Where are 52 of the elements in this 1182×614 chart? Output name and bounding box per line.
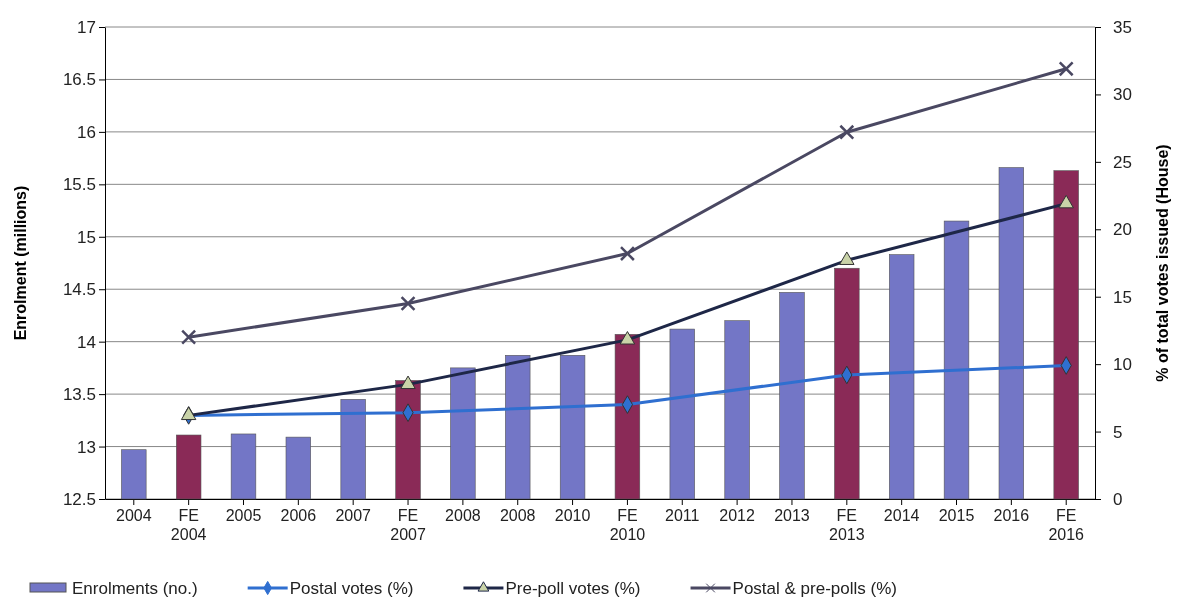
y-tick-label: 13.5: [62, 385, 96, 405]
x-tick-label: FE 2016: [1048, 507, 1085, 543]
point: [400, 375, 416, 390]
y2-tick-label: 35: [1113, 17, 1132, 37]
y2-tick-label: 20: [1113, 220, 1132, 240]
x-tick-label: FE 2007: [390, 507, 426, 543]
point: [839, 124, 855, 140]
x-tick-label: 2015: [938, 507, 975, 524]
x-tick-label: 2005: [225, 507, 262, 524]
y2-tick-label: 15: [1113, 287, 1132, 307]
y2-axis-title: % of total votes issued (House): [1154, 144, 1171, 382]
x-tick-label: 2004: [116, 507, 152, 524]
legend-label: Enrolments (no.): [72, 579, 198, 598]
y-tick-label: 12.5: [62, 489, 96, 509]
y-tick-label: 16: [77, 122, 96, 142]
point: [400, 295, 416, 312]
x-tick-label: 2014: [883, 507, 920, 524]
x-tick-label: 2011: [665, 507, 700, 524]
legend-label: Postal & pre-polls (%): [732, 579, 897, 598]
point: [1058, 194, 1074, 209]
y2-tick-label: 30: [1113, 85, 1132, 105]
x-tick-label: FE 2004: [170, 507, 207, 543]
y-tick-label: 14.5: [62, 280, 96, 300]
point: [180, 329, 197, 345]
y-tick-label: 14: [77, 332, 96, 352]
y-tick-label: 15: [77, 227, 96, 247]
point: [839, 251, 855, 265]
x-tick-label: 2013: [774, 507, 810, 524]
y-tick-label: 17: [77, 17, 96, 37]
point: [180, 406, 197, 421]
x-tick-label: 2012: [719, 507, 756, 524]
x-tick-label: 2008: [499, 507, 536, 524]
y2-tick-label: 5: [1113, 422, 1123, 442]
x-tick-label: 2016: [993, 507, 1030, 524]
y-tick-label: 13: [77, 437, 96, 457]
point: [1058, 61, 1074, 77]
x-tick-label: 2010: [554, 507, 591, 524]
y-tick-label: 16.5: [62, 70, 96, 90]
legend-label: Postal votes (%): [289, 579, 414, 598]
y2-tick-label: 0: [1113, 489, 1123, 509]
x-tick-label: FE 2010: [609, 507, 646, 543]
point: [619, 245, 636, 262]
x-tick-label: 2007: [335, 507, 372, 524]
y2-tick-label: 10: [1113, 355, 1132, 375]
y-axis-title: Enrolment (millions): [12, 185, 29, 341]
x-tick-label: 2008: [445, 507, 481, 524]
x-tick-label: FE 2013: [829, 507, 865, 543]
point: [619, 331, 636, 345]
y-tick-label: 15.5: [62, 175, 96, 195]
legend-label: Pre-poll votes (%): [505, 579, 641, 598]
x-tick-label: 2006: [280, 507, 317, 524]
y2-tick-label: 25: [1113, 152, 1132, 172]
